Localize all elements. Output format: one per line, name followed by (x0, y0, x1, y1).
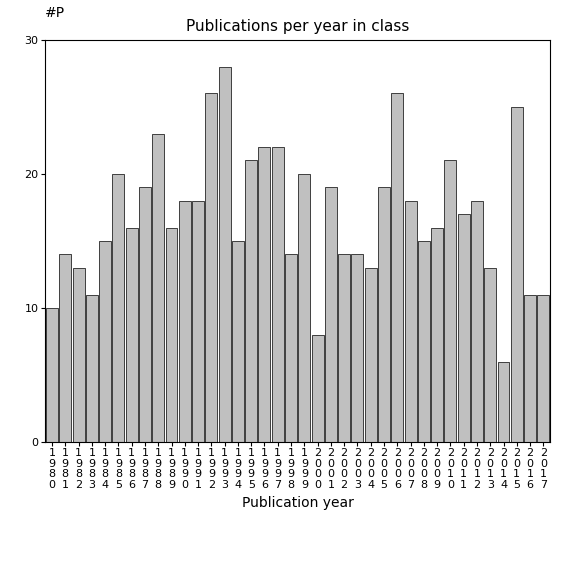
Bar (46, 308, 58, 442)
X-axis label: Publication year: Publication year (242, 496, 354, 510)
Bar (153, 134, 164, 442)
Bar (298, 174, 310, 442)
Bar (511, 107, 523, 442)
Bar (232, 241, 244, 442)
Bar (60, 255, 71, 442)
Bar (245, 160, 257, 442)
Bar (378, 187, 390, 442)
Bar (538, 295, 549, 442)
Bar (285, 255, 297, 442)
Bar (484, 268, 496, 442)
Bar (99, 241, 111, 442)
Title: Publications per year in class: Publications per year in class (186, 19, 409, 35)
Bar (391, 94, 403, 442)
Bar (325, 187, 337, 442)
Bar (365, 268, 376, 442)
Bar (497, 362, 510, 442)
Bar (139, 187, 151, 442)
Text: #P: #P (45, 6, 65, 19)
Bar (445, 160, 456, 442)
Bar (205, 94, 217, 442)
Bar (524, 295, 536, 442)
Bar (405, 201, 417, 442)
Bar (272, 147, 284, 442)
Bar (312, 335, 324, 442)
Bar (352, 255, 363, 442)
Bar (458, 214, 469, 442)
Bar (259, 147, 270, 442)
Bar (219, 66, 231, 442)
Bar (86, 295, 98, 442)
Bar (338, 255, 350, 442)
Bar (166, 227, 177, 442)
Bar (112, 174, 124, 442)
Bar (471, 201, 483, 442)
Bar (418, 241, 430, 442)
Bar (73, 268, 84, 442)
Bar (192, 201, 204, 442)
Bar (179, 201, 191, 442)
Bar (431, 227, 443, 442)
Bar (126, 227, 138, 442)
